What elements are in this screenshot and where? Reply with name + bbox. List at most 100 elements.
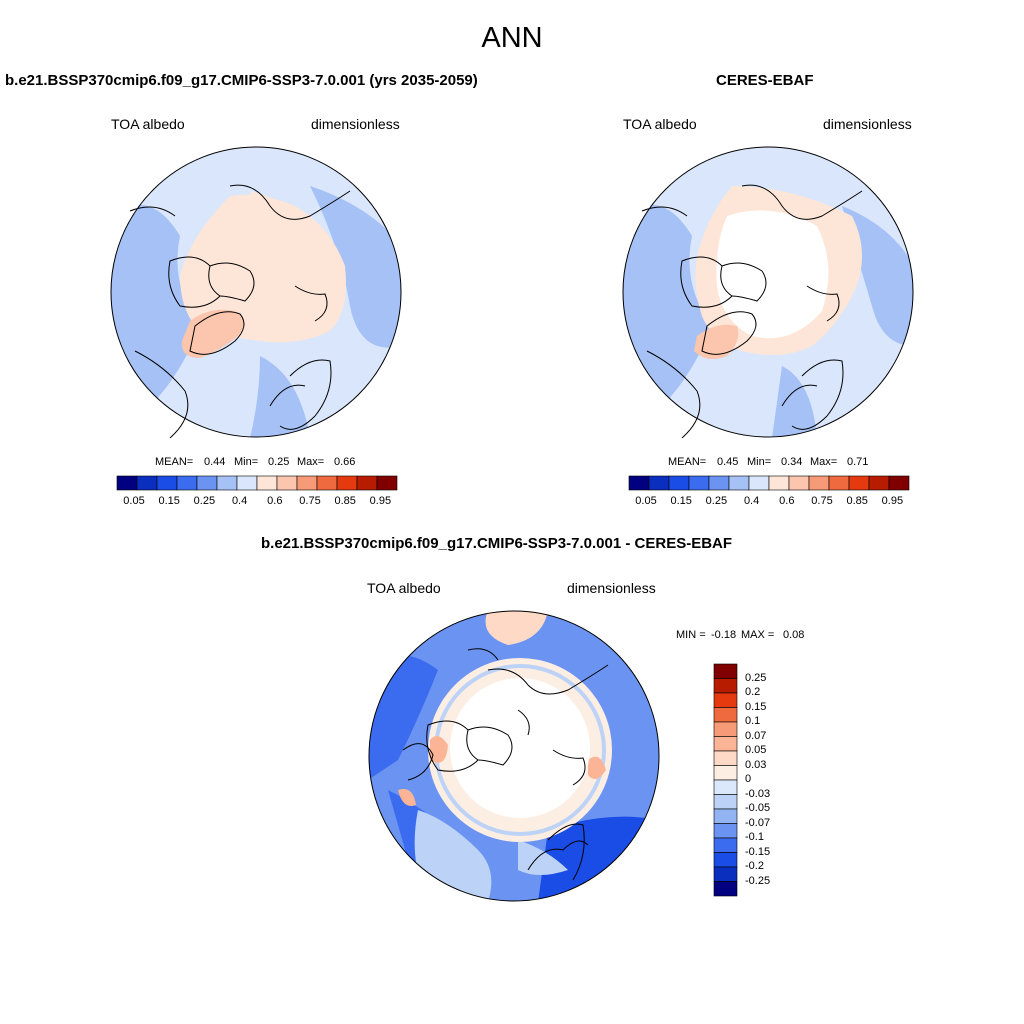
diff-max-value: 0.08 xyxy=(783,629,805,641)
diff-colorbar-tick-label: -0.2 xyxy=(745,860,764,872)
model-colorbar-swatch xyxy=(136,475,158,491)
model-colorbar-swatch xyxy=(216,475,238,491)
model-mean-value: 0.44 xyxy=(204,456,226,468)
diff-colorbar-swatch xyxy=(713,707,738,723)
obs-polar-map xyxy=(622,146,914,438)
obs-colorbar xyxy=(628,475,910,491)
diff-colorbar-swatch xyxy=(713,779,738,795)
model-min-value: 0.25 xyxy=(268,456,290,468)
diff-variable-label: TOA albedo xyxy=(367,580,441,596)
obs-min-label: Min= xyxy=(747,456,772,468)
diff-colorbar-swatch xyxy=(713,823,738,839)
diff-colorbar-swatch xyxy=(713,663,738,679)
diff-colorbar-swatch xyxy=(713,881,738,897)
obs-colorbar-tick-label: 0.05 xyxy=(635,495,657,507)
model-colorbar-swatch xyxy=(336,475,358,491)
obs-colorbar-swatch xyxy=(688,475,710,491)
model-colorbar-swatch xyxy=(236,475,258,491)
diff-colorbar-tick-label: 0.2 xyxy=(745,686,761,698)
diff-colorbar-tick-label: 0.03 xyxy=(745,758,767,771)
obs-min-value: 0.34 xyxy=(781,456,803,468)
model-max-label: Max= xyxy=(297,456,325,468)
obs-colorbar-swatch xyxy=(788,475,810,491)
model-colorbar-tick-label: 0.95 xyxy=(369,495,392,507)
obs-colorbar-swatch xyxy=(628,475,650,491)
diff-colorbar-tick-label: 0.25 xyxy=(745,671,767,684)
model-colorbar-swatch xyxy=(276,475,298,491)
model-colorbar-swatch xyxy=(296,475,318,491)
model-colorbar-tick-label: 0.15 xyxy=(158,495,180,507)
diff-polar-map xyxy=(368,610,660,902)
model-colorbar-tick-label: 0.6 xyxy=(267,495,283,507)
model-colorbar-tick-label: 0.4 xyxy=(231,495,248,507)
obs-max-value: 0.71 xyxy=(847,456,869,468)
obs-colorbar-tick-label: 0.4 xyxy=(743,495,760,507)
model-min-label: Min= xyxy=(234,456,259,468)
diff-min-label: MIN = xyxy=(676,629,706,641)
diff-colorbar-tick-label: 0.1 xyxy=(745,715,761,727)
obs-colorbar-swatch xyxy=(828,475,850,491)
model-panel-title: b.e21.BSSP370cmip6.f09_g17.CMIP6-SSP3-7.… xyxy=(5,72,478,89)
diff-colorbar-tick-label: 0 xyxy=(745,773,752,785)
model-colorbar-swatch xyxy=(256,475,278,491)
obs-colorbar-tick-label: 0.15 xyxy=(670,495,692,507)
model-colorbar-swatch xyxy=(196,475,218,491)
model-colorbar-swatch xyxy=(376,475,398,491)
obs-colorbar-swatch xyxy=(808,475,830,491)
model-colorbar-tick-label: 0.05 xyxy=(123,495,145,507)
diff-colorbar-swatch xyxy=(713,837,738,853)
obs-panel-title: CERES-EBAF xyxy=(716,72,814,89)
model-colorbar-swatch xyxy=(156,475,178,491)
obs-max-label: Max= xyxy=(810,456,838,468)
obs-colorbar-swatch xyxy=(668,475,690,491)
season-title: ANN xyxy=(481,22,543,54)
model-units-label: dimensionless xyxy=(311,116,400,132)
diff-panel-title: b.e21.BSSP370cmip6.f09_g17.CMIP6-SSP3-7.… xyxy=(261,535,733,552)
diff-max-label: MAX = xyxy=(741,629,775,641)
model-colorbar-swatch xyxy=(176,475,198,491)
model-max-value: 0.66 xyxy=(334,456,356,468)
obs-units-label: dimensionless xyxy=(823,116,912,132)
obs-colorbar-tick-label: 0.25 xyxy=(705,495,728,507)
diff-colorbar-swatch xyxy=(713,750,738,766)
obs-colorbar-swatch xyxy=(848,475,870,491)
diff-colorbar-tick-label: -0.05 xyxy=(745,802,771,814)
diff-colorbar-swatch xyxy=(713,808,738,824)
diff-colorbar-tick-label: 0.15 xyxy=(745,700,767,713)
diff-colorbar-tick-label: -0.25 xyxy=(745,874,771,887)
diff-colorbar-tick-label: -0.1 xyxy=(745,831,764,843)
diff-colorbar-tick-label: -0.15 xyxy=(745,845,771,858)
diff-colorbar-tick-label: 0.07 xyxy=(745,729,767,742)
obs-colorbar-swatch xyxy=(648,475,670,491)
model-colorbar-tick-label: 0.85 xyxy=(334,495,356,507)
diff-colorbar-swatch xyxy=(713,721,738,737)
model-polar-map xyxy=(110,146,402,438)
model-colorbar-tick-label: 0.25 xyxy=(193,495,216,507)
obs-colorbar-tick-label: 0.85 xyxy=(846,495,868,507)
diff-units-label: dimensionless xyxy=(567,580,656,596)
obs-variable-label: TOA albedo xyxy=(623,116,697,132)
diff-colorbar-tick-label: -0.03 xyxy=(745,787,771,800)
model-colorbar xyxy=(116,475,398,491)
diff-colorbar-swatch xyxy=(713,736,738,752)
model-colorbar-tick-label: 0.75 xyxy=(299,495,321,507)
obs-colorbar-swatch xyxy=(748,475,770,491)
diff-colorbar-swatch xyxy=(713,794,738,810)
diff-colorbar xyxy=(713,663,738,897)
model-variable-label: TOA albedo xyxy=(111,116,185,132)
model-colorbar-swatch xyxy=(356,475,378,491)
diff-colorbar-swatch xyxy=(713,852,738,868)
obs-colorbar-tick-label: 0.95 xyxy=(881,495,904,507)
obs-colorbar-swatch xyxy=(708,475,730,491)
obs-mean-label: MEAN= xyxy=(668,456,707,468)
diff-colorbar-swatch xyxy=(713,692,738,708)
model-colorbar-swatch xyxy=(316,475,338,491)
diff-colorbar-swatch xyxy=(713,765,738,781)
model-colorbar-swatch xyxy=(116,475,138,491)
obs-colorbar-tick-label: 0.6 xyxy=(779,495,795,507)
diff-colorbar-tick-label: -0.07 xyxy=(745,816,771,829)
diff-colorbar-swatch xyxy=(713,866,738,882)
obs-mean-value: 0.45 xyxy=(717,456,739,468)
obs-colorbar-swatch xyxy=(768,475,790,491)
obs-colorbar-swatch xyxy=(728,475,750,491)
